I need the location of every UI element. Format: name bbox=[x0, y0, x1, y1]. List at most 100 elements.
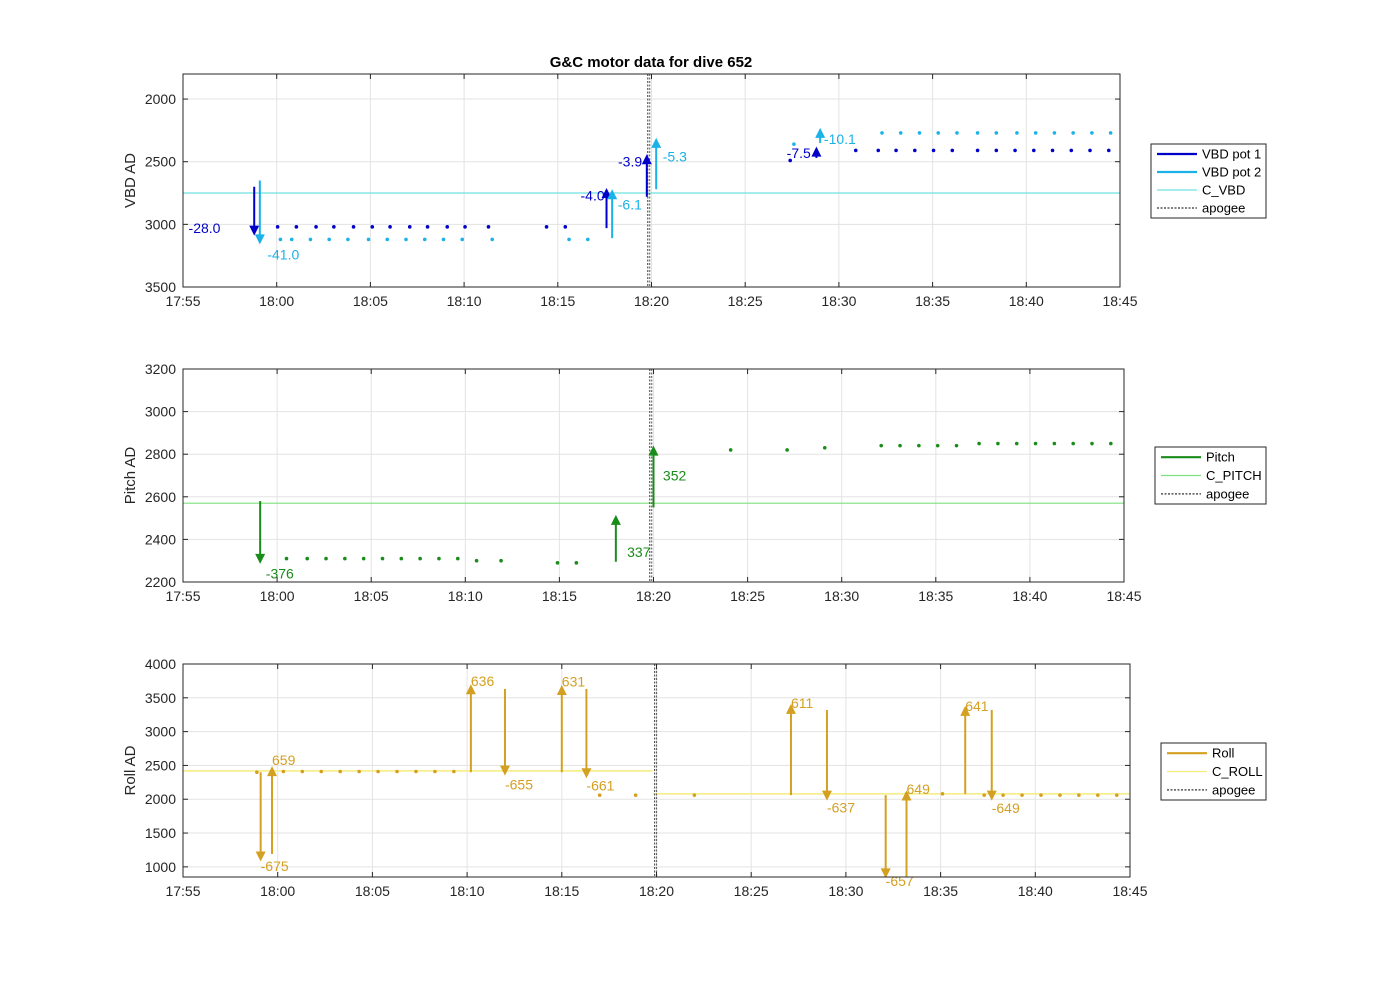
data-point bbox=[1014, 441, 1019, 446]
figure-title: G&C motor data for dive 652 bbox=[550, 54, 753, 71]
arrow-label: -10.1 bbox=[824, 131, 856, 147]
y-tick-label: 2500 bbox=[145, 154, 176, 170]
data-point bbox=[278, 237, 283, 242]
data-point bbox=[1020, 793, 1024, 797]
chart-panel-3: -675 659 636 -655 631 -661 611 -637 -657 649 641 -6… bbox=[122, 656, 1267, 899]
data-point bbox=[452, 769, 456, 774]
data-point bbox=[300, 769, 305, 774]
arrow-label: -41.0 bbox=[267, 246, 299, 262]
data-point bbox=[563, 225, 568, 229]
data-point bbox=[338, 769, 343, 774]
x-tick-label: 18:35 bbox=[923, 883, 958, 899]
data-point bbox=[585, 237, 590, 242]
legend-box bbox=[1150, 143, 1267, 219]
x-tick-label: 18:35 bbox=[918, 588, 953, 604]
data-point bbox=[281, 769, 286, 774]
data-point bbox=[994, 131, 999, 135]
data-point bbox=[385, 237, 390, 242]
data-point bbox=[567, 237, 571, 242]
data-point bbox=[1058, 793, 1062, 797]
arrow-head bbox=[465, 684, 476, 695]
legend-entry: C_VBD bbox=[1202, 183, 1245, 198]
x-tick-label: 18:30 bbox=[824, 588, 859, 604]
data-point bbox=[955, 131, 959, 135]
arrow-label: 611 bbox=[791, 695, 814, 711]
data-point bbox=[422, 237, 427, 242]
data-point bbox=[894, 148, 898, 153]
data-point bbox=[1114, 793, 1119, 797]
arrow-head bbox=[651, 137, 662, 148]
x-tick-label: 18:20 bbox=[639, 883, 674, 899]
data-point bbox=[460, 237, 465, 242]
data-point bbox=[1001, 793, 1005, 797]
data-point bbox=[975, 148, 980, 153]
data-point bbox=[361, 556, 366, 561]
data-point bbox=[950, 148, 955, 153]
data-point bbox=[314, 225, 318, 229]
arrow-head bbox=[556, 684, 567, 695]
chart-panel-2: -376 337 352 17:55 18:00 18:05 18:10 18:15 18:20… bbox=[122, 361, 1267, 604]
x-tick-label: 18:30 bbox=[828, 883, 863, 899]
arrow-head bbox=[901, 790, 912, 801]
arrow-head bbox=[254, 234, 265, 245]
x-tick-label: 18:05 bbox=[353, 293, 388, 309]
data-point bbox=[324, 556, 328, 561]
x-tick-label: 18:40 bbox=[1009, 293, 1044, 309]
data-point bbox=[994, 148, 999, 153]
y-tick-label: 3000 bbox=[145, 216, 176, 232]
x-tick-label: 18:15 bbox=[544, 883, 579, 899]
y-axis-label: Pitch AD bbox=[122, 447, 139, 505]
data-point bbox=[1088, 148, 1092, 153]
data-point bbox=[574, 561, 579, 565]
data-point bbox=[433, 769, 437, 774]
data-point bbox=[463, 225, 467, 229]
arrow-head bbox=[499, 765, 510, 776]
data-point bbox=[1033, 131, 1038, 135]
y-tick-label: 2000 bbox=[145, 91, 176, 107]
x-tick-label: 18:10 bbox=[447, 293, 482, 309]
data-point bbox=[407, 225, 412, 229]
panels: -28.0 -41.0 -4.0 -6.1 -3.9 -5.3 -7.5 -10.1 17:55… bbox=[122, 73, 1267, 899]
data-point bbox=[284, 556, 289, 561]
arrow-head bbox=[255, 851, 266, 862]
arrow-label: -6.1 bbox=[618, 196, 642, 212]
x-tick-label: 18:25 bbox=[728, 293, 763, 309]
arrow-label: -5.3 bbox=[663, 149, 687, 165]
arrow-head bbox=[785, 703, 796, 714]
arrow-label: 636 bbox=[471, 673, 495, 689]
data-point bbox=[1015, 131, 1019, 135]
data-point bbox=[346, 237, 350, 242]
data-point bbox=[633, 793, 638, 797]
data-point bbox=[1071, 131, 1075, 135]
data-point bbox=[319, 769, 324, 774]
data-point bbox=[1071, 441, 1075, 446]
x-tick-label: 17:55 bbox=[165, 588, 200, 604]
data-point bbox=[388, 225, 392, 229]
data-point bbox=[975, 131, 980, 135]
x-tick-label: 18:05 bbox=[355, 883, 390, 899]
data-point bbox=[1052, 131, 1057, 135]
data-point bbox=[785, 448, 789, 452]
x-tick-label: 18:25 bbox=[734, 883, 769, 899]
x-tick-label: 18:15 bbox=[540, 293, 575, 309]
data-point bbox=[931, 148, 936, 153]
arrow-head bbox=[986, 790, 997, 801]
x-tick-label: 18:00 bbox=[260, 588, 295, 604]
legend-entry: C_PITCH bbox=[1206, 468, 1262, 483]
x-tick-label: 18:00 bbox=[259, 293, 294, 309]
arrow-head bbox=[811, 146, 822, 157]
x-tick-label: 18:30 bbox=[821, 293, 856, 309]
arrow-head bbox=[267, 766, 278, 777]
y-tick-label: 4000 bbox=[145, 656, 176, 672]
data-point bbox=[308, 237, 313, 242]
arrow-label: 649 bbox=[907, 781, 931, 797]
y-tick-label: 2400 bbox=[145, 531, 176, 547]
data-point bbox=[792, 142, 796, 146]
legend-entry: apogee bbox=[1202, 201, 1245, 216]
y-tick-label: 2800 bbox=[145, 446, 176, 462]
arrow-label: -675 bbox=[261, 858, 289, 874]
data-point bbox=[425, 225, 430, 229]
x-tick-label: 18:35 bbox=[915, 293, 950, 309]
data-point bbox=[1013, 148, 1017, 153]
plot-content bbox=[183, 74, 1120, 287]
